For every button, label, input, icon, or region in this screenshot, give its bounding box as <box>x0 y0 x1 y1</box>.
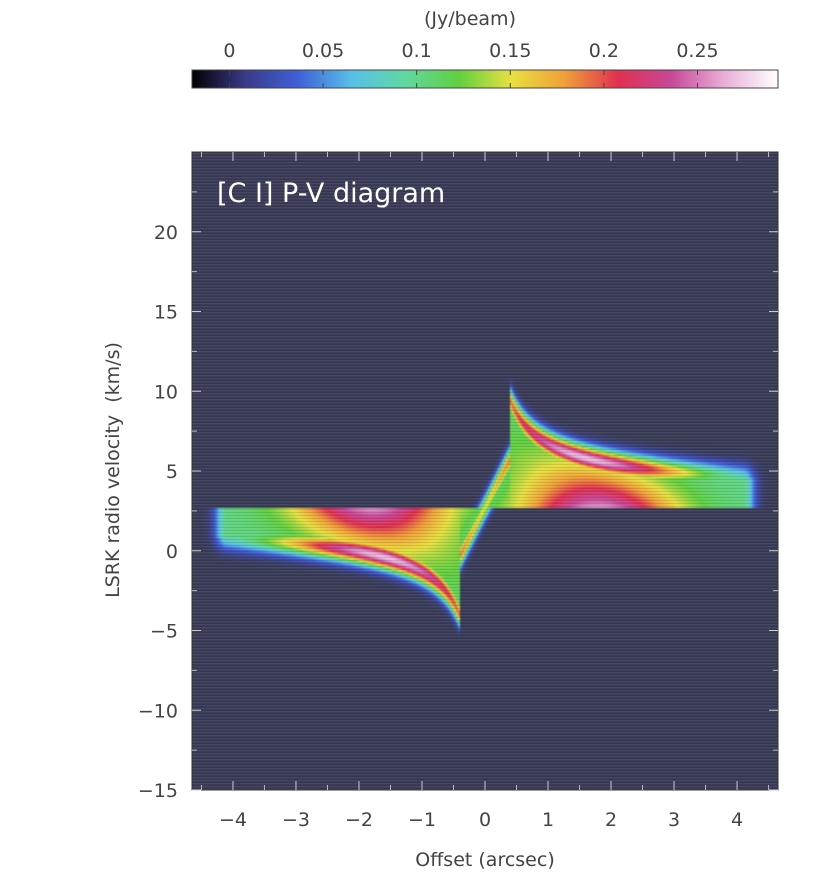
x-tick-label: −2 <box>345 809 373 831</box>
colorbar-tick-label: 0 <box>223 40 235 62</box>
colorbar-tick-label: 0.2 <box>589 40 619 62</box>
y-tick-label: 0 <box>166 541 178 563</box>
colorbar-tick-label: 0.05 <box>302 40 344 62</box>
panel-title: [C I] P-V diagram <box>217 178 445 209</box>
x-tick-label: 3 <box>668 809 680 831</box>
colorbar-tick-labels: 0 0.05 0.1 0.15 0.2 0.25 <box>223 40 718 62</box>
x-tick-label: −3 <box>282 809 310 831</box>
y-tick-label: 20 <box>154 222 178 244</box>
y-tick-labels: −15 −10 −5 0 5 10 15 20 <box>138 222 178 802</box>
y-tick-label: 5 <box>166 461 178 483</box>
colorbar-ticks <box>228 70 698 88</box>
x-tick-labels: −4 −3 −2 −1 0 1 2 3 4 <box>219 809 743 831</box>
x-axis-label: Offset (arcsec) <box>415 849 554 871</box>
y-tick-label: −5 <box>150 621 178 643</box>
axis-ticks <box>192 152 778 791</box>
colorbar: (Jy/beam) 0 0.05 0.1 0.15 0.2 0.25 <box>191 8 779 89</box>
x-tick-label: −1 <box>408 809 436 831</box>
noise-stripes <box>192 152 778 790</box>
y-axis-label: LSRK radio velocity (km/s) <box>102 342 124 598</box>
x-tick-label: 2 <box>605 809 617 831</box>
x-tick-label: 1 <box>542 809 554 831</box>
x-tick-label: 4 <box>731 809 743 831</box>
colorbar-tick-label: 0.15 <box>489 40 531 62</box>
colorbar-tick-label: 0.25 <box>676 40 718 62</box>
colorbar-unit-label: (Jy/beam) <box>424 8 516 30</box>
colorbar-tick-label: 0.1 <box>402 40 432 62</box>
x-tick-label: 0 <box>479 809 491 831</box>
y-tick-label: 10 <box>154 381 178 403</box>
plot-area: [C I] P-V diagram <box>191 151 779 791</box>
y-tick-label: −10 <box>138 700 178 722</box>
y-tick-label: −15 <box>138 780 178 802</box>
colorbar-bar <box>191 69 779 89</box>
y-tick-label: 15 <box>154 302 178 324</box>
x-tick-label: −4 <box>219 809 247 831</box>
